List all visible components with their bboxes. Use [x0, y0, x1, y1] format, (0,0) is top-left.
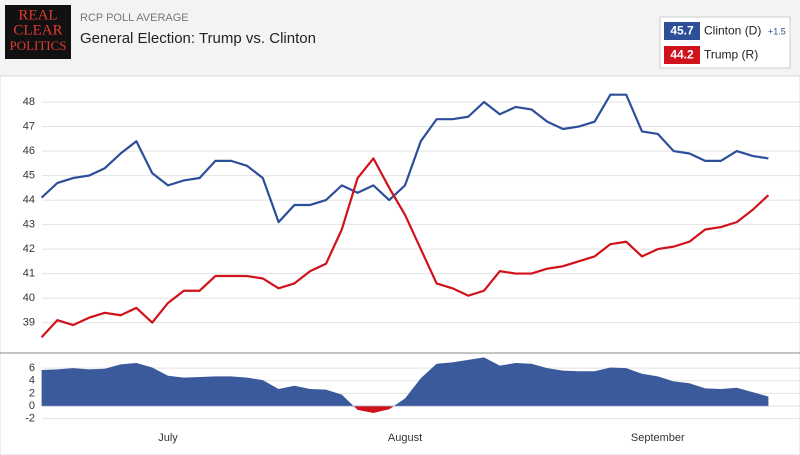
- logo-text: POLITICS: [9, 38, 66, 53]
- y-tick-label: 40: [23, 292, 35, 304]
- chart-title: General Election: Trump vs. Clinton: [80, 30, 316, 47]
- y-tick-label: 0: [29, 400, 35, 412]
- x-tick-label: July: [158, 432, 178, 444]
- legend-value: 45.7: [670, 24, 694, 38]
- x-tick-label: August: [388, 432, 422, 444]
- logo: [5, 5, 71, 59]
- legend-swatch: [664, 46, 700, 64]
- y-tick-label: 44: [23, 194, 35, 206]
- legend-lead: +1.5: [768, 26, 786, 36]
- y-tick-label: -2: [25, 413, 35, 425]
- y-tick-label: 47: [23, 120, 35, 132]
- y-tick-label: 43: [23, 218, 35, 230]
- y-tick-label: 39: [23, 317, 35, 329]
- x-tick-label: September: [631, 432, 685, 444]
- logo-text: CLEAR: [13, 22, 62, 38]
- y-tick-label: 45: [23, 169, 35, 181]
- legend-label: Clinton (D): [704, 24, 761, 38]
- logo-text: REAL: [18, 7, 57, 23]
- y-tick-label: 41: [23, 267, 35, 279]
- kicker: RCP POLL AVERAGE: [80, 12, 189, 24]
- legend-swatch: [664, 22, 700, 40]
- legend-label: Trump (R): [704, 48, 758, 62]
- y-tick-label: 2: [29, 387, 35, 399]
- y-tick-label: 46: [23, 145, 35, 157]
- y-tick-label: 4: [29, 375, 35, 387]
- spread-area: [41, 357, 769, 413]
- y-tick-label: 42: [23, 243, 35, 255]
- line-series: [40, 93, 769, 224]
- y-tick-label: 6: [29, 362, 35, 374]
- y-tick-label: 48: [23, 96, 35, 108]
- line-series: [40, 157, 770, 339]
- legend-value: 44.2: [670, 48, 694, 62]
